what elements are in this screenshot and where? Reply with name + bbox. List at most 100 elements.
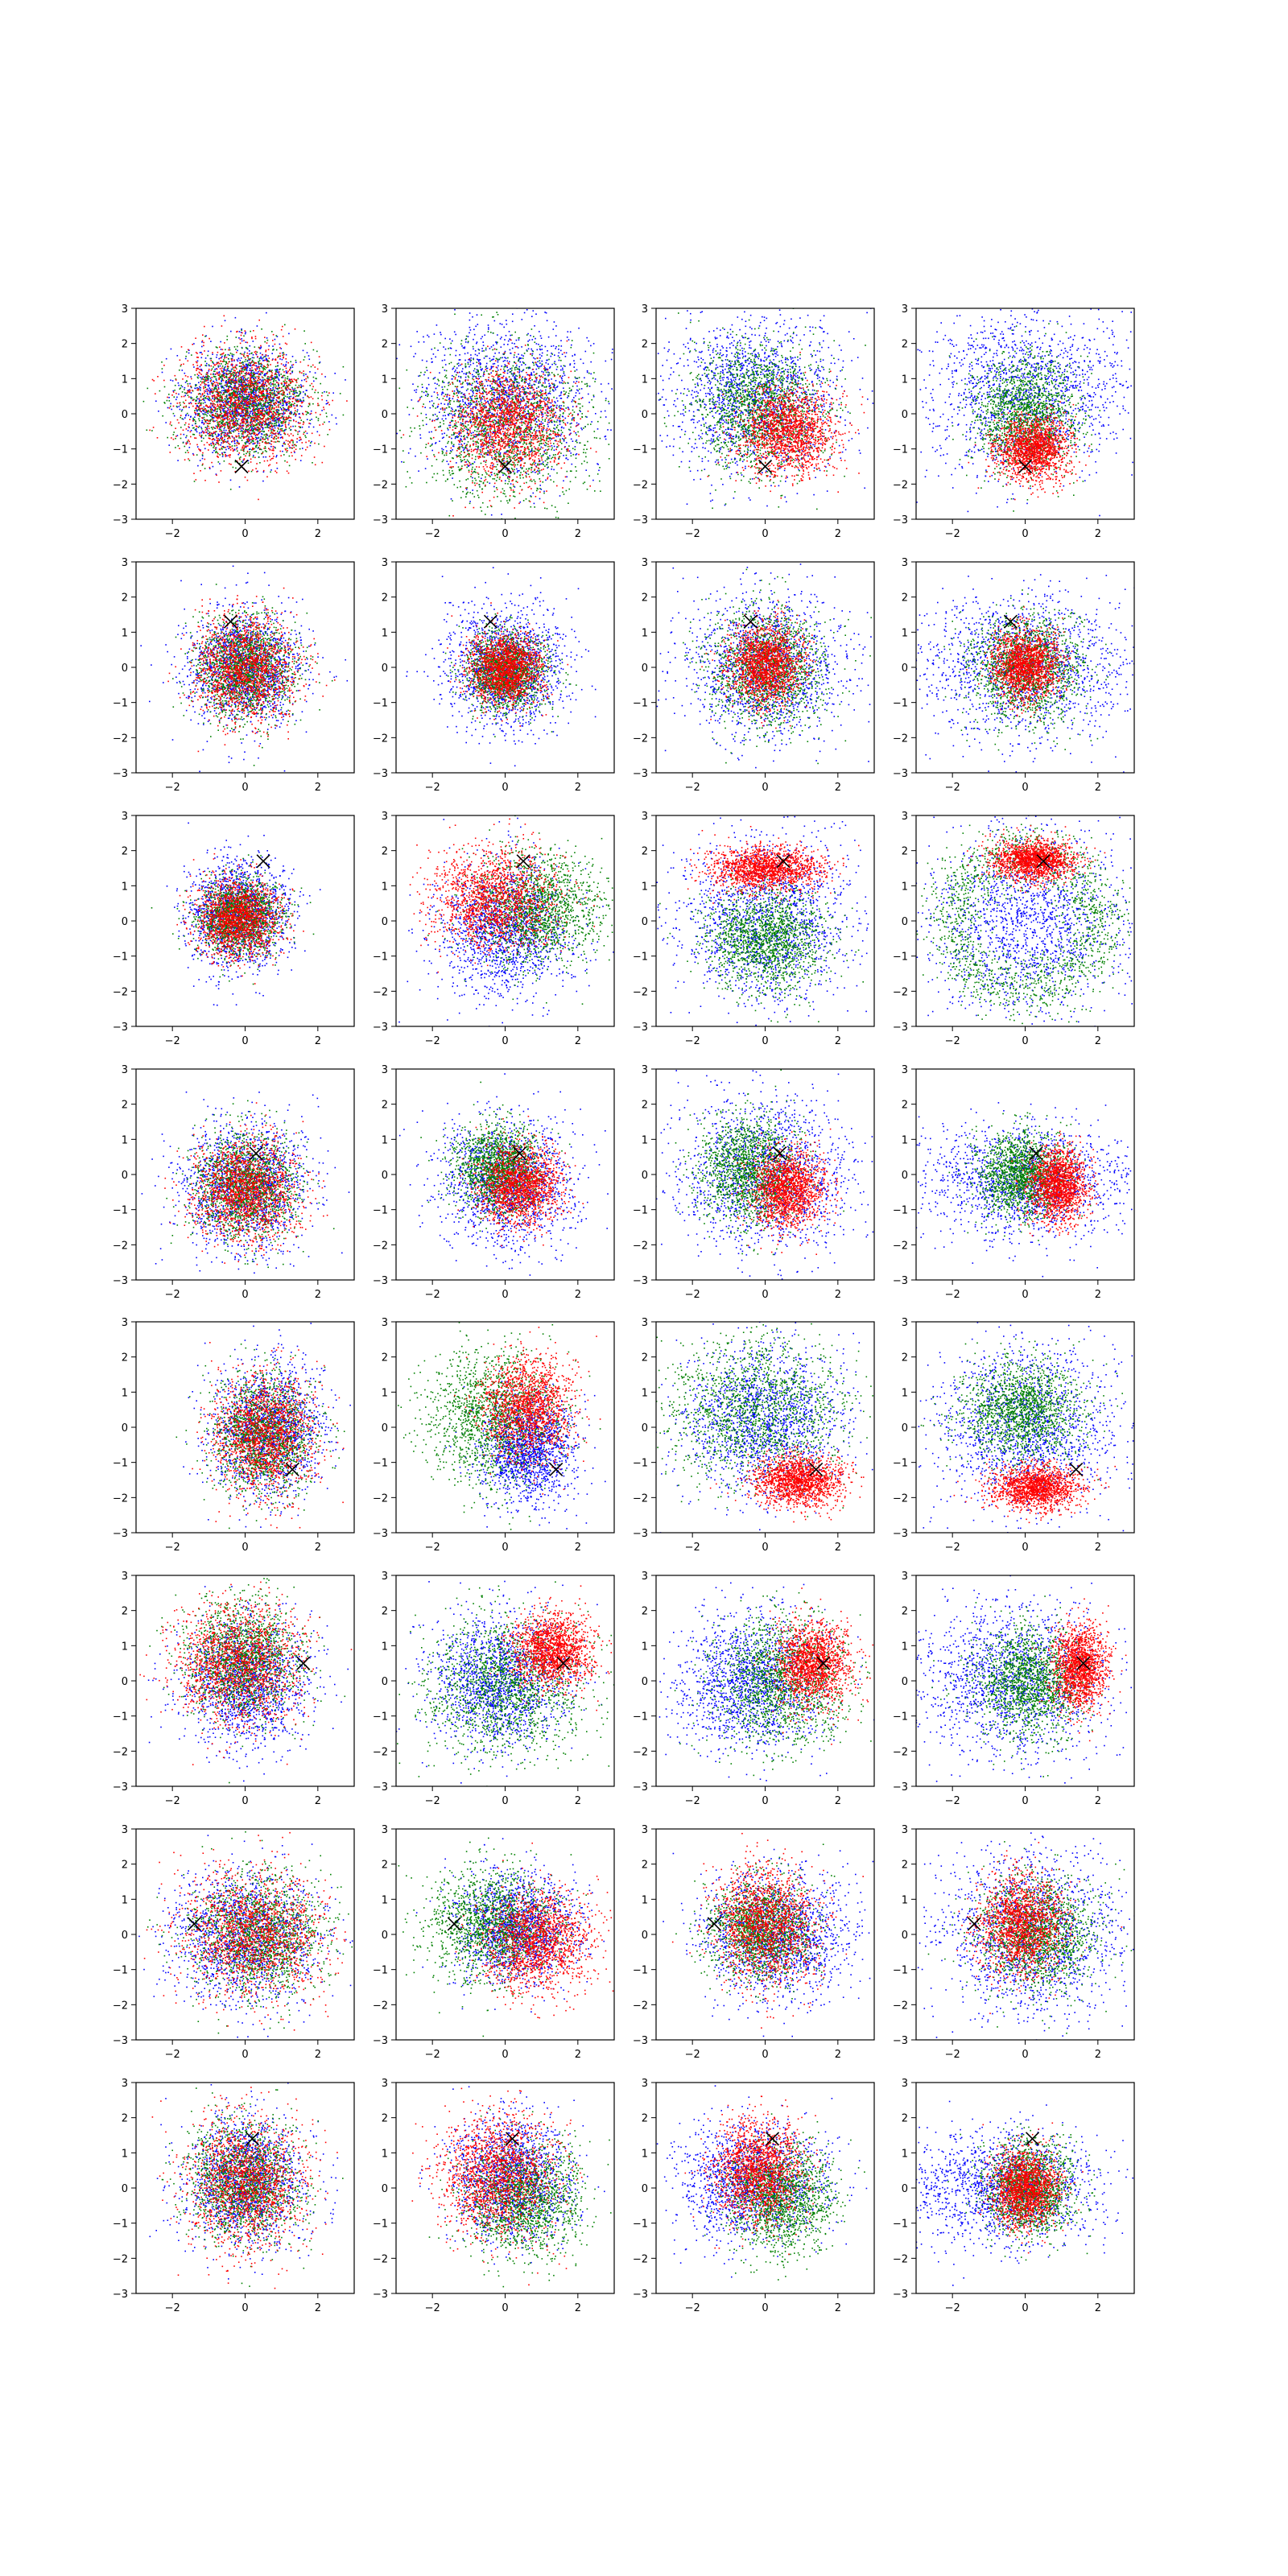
scatter-point [254, 428, 256, 430]
scatter-point [422, 386, 423, 388]
scatter-point [240, 437, 242, 439]
scatter-point [205, 431, 207, 433]
scatter-point [228, 354, 229, 356]
scatter-point [233, 404, 234, 406]
scatter-point [445, 446, 447, 448]
scatter-point [296, 382, 298, 383]
scatter-point [258, 456, 260, 458]
scatter-point [295, 421, 297, 423]
scatter-point [233, 374, 234, 376]
scatter-point [207, 423, 208, 424]
scatter-point [220, 410, 221, 411]
scatter-point [188, 415, 189, 416]
scatter-point [249, 455, 250, 456]
scatter-point [290, 398, 291, 400]
scatter-point [231, 404, 233, 406]
scatter-point [227, 425, 229, 427]
scatter-point [206, 419, 208, 421]
scatter-point [226, 407, 228, 408]
scatter-point [459, 444, 460, 445]
scatter-point [294, 447, 295, 448]
scatter-point [245, 382, 246, 384]
scatter-point [275, 441, 277, 443]
scatter-point [231, 417, 233, 419]
scatter-point [292, 366, 294, 368]
scatter-point [297, 400, 299, 402]
scatter-point [238, 381, 240, 382]
scatter-point [242, 348, 243, 349]
scatter-point [262, 391, 264, 393]
scatter-point [225, 456, 227, 457]
scatter-point [233, 424, 234, 426]
scatter-point [231, 374, 233, 375]
scatter-point [169, 407, 171, 409]
scatter-point [203, 432, 204, 434]
scatter-point [239, 415, 241, 416]
scatter-point [292, 394, 294, 395]
scatter-point [242, 411, 244, 413]
scatter-point [242, 388, 243, 390]
scatter-point [268, 448, 270, 449]
scatter-point [227, 398, 229, 400]
scatter-point [200, 427, 202, 428]
scatter-point [185, 407, 187, 408]
scatter-point [555, 348, 556, 349]
scatter-point [255, 413, 257, 415]
scatter-point [274, 396, 275, 398]
scatter-point [210, 374, 212, 375]
scatter-point [245, 378, 246, 380]
scatter-point [229, 402, 231, 403]
scatter-point [279, 344, 281, 345]
scatter-point [213, 466, 214, 468]
scatter-point [221, 383, 222, 385]
scatter-point [307, 376, 308, 378]
scatter-point [243, 336, 245, 337]
scatter-point [239, 392, 241, 394]
scatter-point [223, 390, 225, 391]
scatter-point [221, 390, 223, 392]
scatter-point [258, 428, 260, 430]
scatter-point [237, 391, 238, 393]
scatter-point [194, 374, 196, 376]
scatter-point [208, 396, 209, 398]
scatter-point [467, 353, 469, 354]
scatter-point [223, 380, 225, 382]
scatter-point [243, 405, 245, 407]
scatter-point [205, 414, 207, 415]
scatter-point [295, 361, 297, 363]
scatter-point [272, 390, 274, 391]
scatter-point [248, 378, 250, 379]
scatter-point [521, 346, 522, 348]
scatter-point [278, 378, 279, 380]
scatter-point [274, 379, 275, 381]
scatter-point [252, 384, 254, 386]
scatter-point [233, 398, 234, 399]
scatter-point [219, 363, 221, 365]
scatter-point [241, 420, 242, 422]
scatter-point [254, 346, 256, 348]
scatter-point [255, 451, 257, 452]
scatter-point [506, 361, 508, 362]
scatter-point [303, 370, 304, 372]
scatter-point [281, 394, 283, 395]
scatter-point [205, 430, 207, 431]
scatter-point [253, 330, 254, 332]
scatter-point [257, 356, 258, 357]
scatter-point [266, 434, 267, 436]
scatter-point [220, 414, 221, 415]
scatter-point [220, 444, 221, 446]
scatter-point [300, 439, 302, 440]
scatter-point [240, 407, 242, 409]
scatter-point [258, 320, 260, 321]
scatter-point [215, 444, 217, 445]
scatter-point [199, 401, 200, 402]
scatter-point [248, 471, 250, 473]
scatter-point [247, 411, 249, 412]
scatter-point [266, 408, 267, 410]
scatter-point [188, 441, 190, 443]
scatter-point [188, 394, 189, 396]
scatter-point [251, 411, 253, 412]
scatter-point [251, 471, 253, 473]
scatter-point [301, 455, 303, 456]
scatter-point [180, 427, 182, 428]
